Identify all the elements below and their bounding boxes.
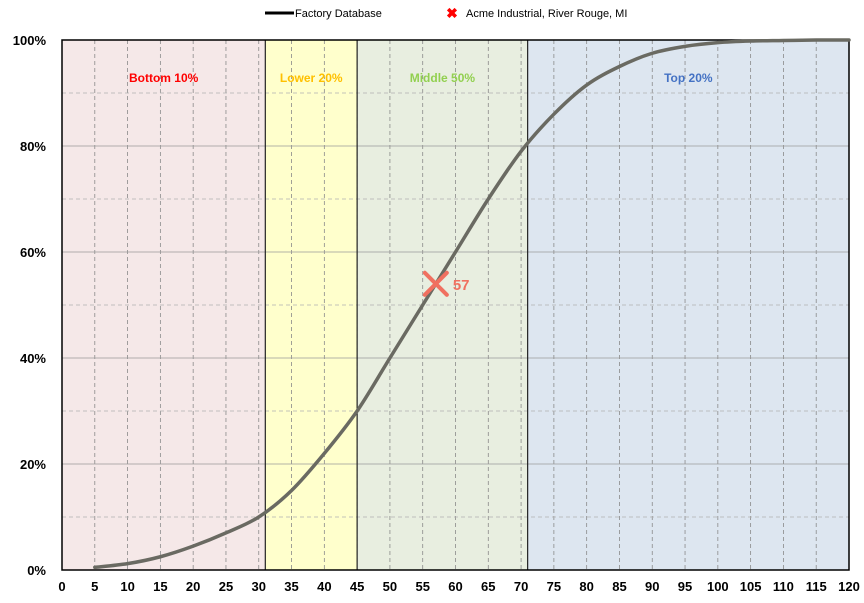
x-tick-label: 105 [740, 579, 762, 594]
x-tick-label: 100 [707, 579, 729, 594]
x-tick-label: 5 [91, 579, 98, 594]
y-tick-label: 60% [20, 245, 46, 260]
x-tick-label: 115 [806, 579, 827, 594]
x-tick-label: 90 [645, 579, 659, 594]
x-tick-label: 65 [481, 579, 495, 594]
x-tick-label: 45 [350, 579, 364, 594]
band-layer [62, 40, 849, 570]
x-tick-label: 110 [773, 579, 794, 594]
y-tick-label: 20% [20, 457, 46, 472]
marker-stroke [422, 270, 449, 297]
series-line-factory-database [93, 38, 851, 570]
x-tick-label: 0 [58, 579, 65, 594]
x-tick-label: 20 [186, 579, 200, 594]
band-label-1: Lower 20% [280, 71, 343, 85]
x-tick-label: 30 [252, 579, 266, 594]
marker-data-label: 57 [453, 277, 470, 294]
band-label-2: Middle 50% [410, 71, 476, 85]
x-tick-label: 70 [514, 579, 528, 594]
x-tick-label: 60 [448, 579, 462, 594]
x-tick-label: 85 [612, 579, 626, 594]
y-tick-label: 100% [13, 33, 47, 48]
band-label-3: Top 20% [664, 71, 713, 85]
y-tick-label: 0% [27, 563, 46, 578]
legend-label-acme-industrial: Acme Industrial, River Rouge, MI [466, 8, 627, 20]
band-labels: Bottom 10% Lower 20% Middle 50% Top 20% [129, 71, 713, 85]
axes: 0 5 10 15 20 25 30 35 40 45 50 55 60 65 70 75 80 85 90 95 10… [13, 33, 860, 594]
legend: Factory Database ✖ Acme Industrial, Rive… [265, 5, 627, 21]
legend-x-marker: ✖ [446, 5, 458, 21]
x-tick-label: 50 [383, 579, 397, 594]
series-layer: 57 [93, 38, 851, 570]
y-tick-label: 80% [20, 139, 46, 154]
y-tick-label: 40% [20, 351, 46, 366]
band-label-0: Bottom 10% [129, 71, 199, 85]
x-tick-label: 95 [678, 579, 692, 594]
legend-label-factory-database: Factory Database [295, 8, 382, 20]
acme-marker [422, 270, 449, 297]
x-tick-label: 55 [415, 579, 429, 594]
x-tick-label: 40 [317, 579, 331, 594]
x-tick-label: 10 [120, 579, 134, 594]
x-tick-label: 35 [284, 579, 298, 594]
plot-area-border [61, 39, 850, 571]
x-tick-label: 15 [153, 579, 167, 594]
grid-layer [62, 40, 849, 570]
x-tick-label: 25 [219, 579, 233, 594]
x-tick-label: 80 [579, 579, 593, 594]
x-tick-label: 120 [838, 579, 860, 594]
x-tick-label: 75 [547, 579, 561, 594]
